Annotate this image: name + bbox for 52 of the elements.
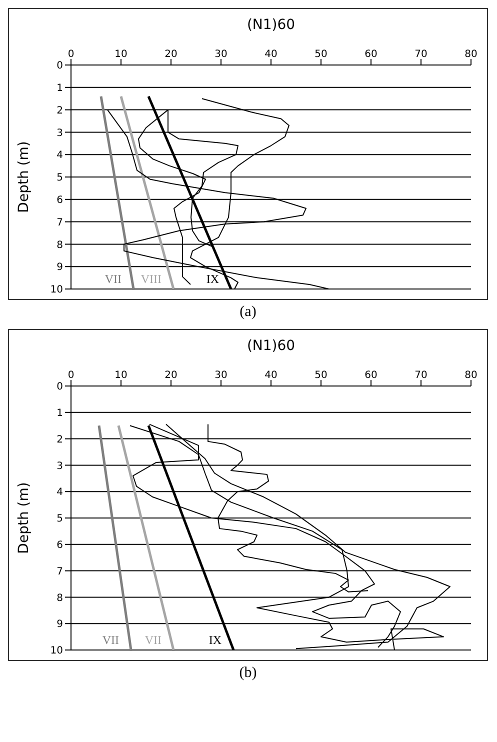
y-tick-label: 10 <box>50 646 63 657</box>
y-tick-label: 5 <box>56 172 63 184</box>
x-axis-title: (N1)60 <box>246 338 296 354</box>
y-tick-label: 10 <box>50 284 63 296</box>
y-tick-label: 3 <box>56 460 63 472</box>
y-tick-label: 0 <box>56 382 63 393</box>
y-tick-label: 6 <box>56 194 63 206</box>
x-tick-label: 40 <box>264 49 278 60</box>
y-tick-label: 7 <box>56 217 63 228</box>
y-tick-label: 9 <box>56 262 63 274</box>
x-tick-label: 0 <box>68 49 74 60</box>
x-tick-label: 60 <box>364 49 378 60</box>
series-label: IX <box>208 633 222 647</box>
y-tick-label: 1 <box>56 82 63 94</box>
x-tick-label: 50 <box>314 370 328 381</box>
y-tick-label: 0 <box>56 60 63 72</box>
series-label: IX <box>206 272 220 286</box>
x-tick-label: 60 <box>364 370 378 381</box>
x-tick-label: 0 <box>68 370 74 381</box>
y-tick-label: 5 <box>56 514 63 525</box>
x-tick-label: 80 <box>464 370 478 381</box>
y-tick-label: 8 <box>56 240 63 251</box>
x-tick-label: 10 <box>114 370 128 381</box>
x-tick-label: 40 <box>264 370 278 381</box>
x-tick-label: 80 <box>464 49 478 60</box>
y-tick-label: 8 <box>56 592 63 604</box>
y-tick-label: 1 <box>56 408 63 419</box>
series-label: VII <box>104 272 122 286</box>
y-tick-label: 2 <box>56 105 63 116</box>
y-tick-label: 9 <box>56 619 63 630</box>
x-tick-label: 70 <box>414 370 428 381</box>
y-tick-label: 7 <box>56 566 63 578</box>
y-axis-title: Depth (m) <box>16 482 32 554</box>
y-tick-label: 4 <box>56 487 63 498</box>
series-label: VII <box>144 633 162 647</box>
series-label: VII <box>102 633 119 647</box>
y-tick-label: 3 <box>56 128 63 139</box>
series-label: VIII <box>140 272 162 286</box>
x-tick-label: 70 <box>414 49 428 60</box>
y-tick-label: 4 <box>56 150 63 162</box>
y-axis-title: Depth (m) <box>16 141 32 213</box>
text: (a) <box>238 304 258 321</box>
x-axis-title: (N1)60 <box>246 16 296 33</box>
y-tick-label: 6 <box>56 540 63 551</box>
x-tick-label: 20 <box>164 370 178 381</box>
y-tick-label: 2 <box>56 434 63 446</box>
text: (b) <box>238 665 258 682</box>
x-tick-label: 50 <box>314 49 328 60</box>
x-tick-label: 30 <box>214 49 228 60</box>
x-tick-label: 10 <box>114 49 128 60</box>
x-tick-label: 20 <box>164 49 178 60</box>
x-tick-label: 30 <box>214 370 228 381</box>
